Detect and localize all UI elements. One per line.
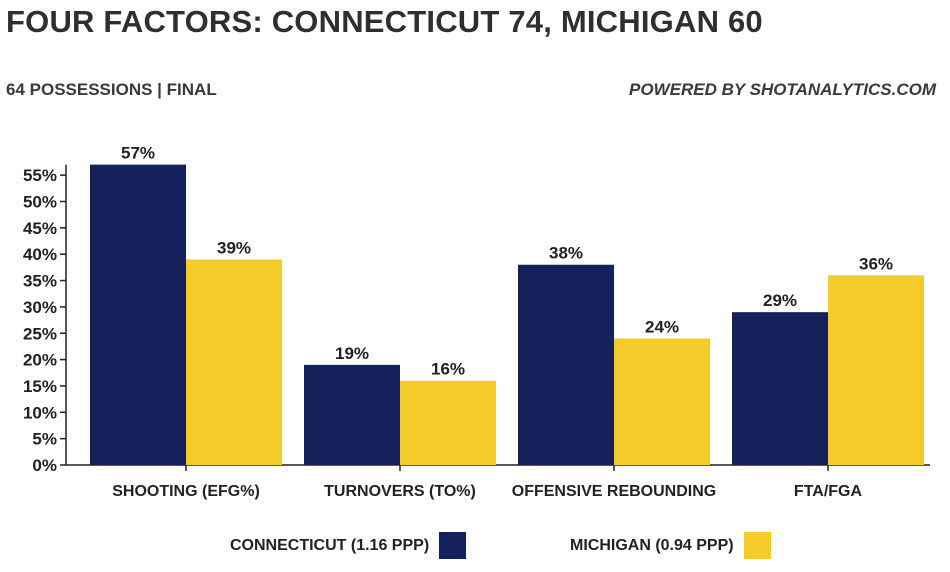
- y-tick-label: 55%: [23, 166, 57, 185]
- y-tick-label: 40%: [23, 245, 57, 264]
- bar: [518, 264, 614, 465]
- powered-by-credit: POWERED BY SHOTANALYTICS.COM: [629, 80, 936, 99]
- x-category-label: TURNOVERS (TO%): [324, 483, 476, 500]
- bar: [186, 259, 282, 465]
- y-tick-label: 20%: [23, 351, 57, 370]
- legend-swatch-connecticut: [439, 532, 467, 559]
- chart-title: FOUR FACTORS: CONNECTICUT 74, MICHIGAN 6…: [6, 4, 763, 39]
- y-tick-label: 15%: [23, 377, 57, 396]
- x-category-label: SHOOTING (EFG%): [112, 483, 260, 500]
- bar-value-label: 38%: [549, 244, 583, 263]
- y-tick-label: 5%: [32, 430, 57, 449]
- bar-value-label: 36%: [859, 254, 893, 273]
- y-tick-label: 25%: [23, 324, 57, 343]
- bar-value-label: 57%: [121, 144, 155, 163]
- bar: [400, 380, 496, 465]
- bar-value-label: 39%: [217, 238, 251, 257]
- bar-value-label: 29%: [763, 291, 797, 310]
- bar: [828, 275, 924, 465]
- bar: [614, 338, 710, 465]
- chart-subtitle: 64 POSSESSIONS | FINAL: [6, 80, 217, 99]
- legend-item-connecticut: CONNECTICUT (1.16 PPP): [230, 532, 467, 559]
- bar: [90, 164, 186, 466]
- bar: [732, 312, 828, 465]
- bar: [304, 364, 400, 465]
- legend-label-michigan: MICHIGAN (0.94 PPP): [570, 536, 734, 554]
- legend-swatch-michigan: [743, 532, 771, 559]
- x-category-label: OFFENSIVE REBOUNDING: [512, 483, 716, 500]
- y-tick-label: 0%: [32, 456, 57, 475]
- y-tick-label: 45%: [23, 219, 57, 238]
- legend-label-connecticut: CONNECTICUT (1.16 PPP): [230, 536, 430, 554]
- legend-item-michigan: MICHIGAN (0.94 PPP): [570, 532, 771, 559]
- bar-value-label: 19%: [335, 344, 369, 363]
- y-tick-label: 10%: [23, 403, 57, 422]
- bar-value-label: 24%: [645, 318, 679, 337]
- y-tick-label: 30%: [23, 298, 57, 317]
- y-tick-label: 35%: [23, 272, 57, 291]
- bar-value-label: 16%: [431, 360, 465, 379]
- y-tick-label: 50%: [23, 193, 57, 212]
- x-category-label: FTA/FGA: [794, 483, 863, 500]
